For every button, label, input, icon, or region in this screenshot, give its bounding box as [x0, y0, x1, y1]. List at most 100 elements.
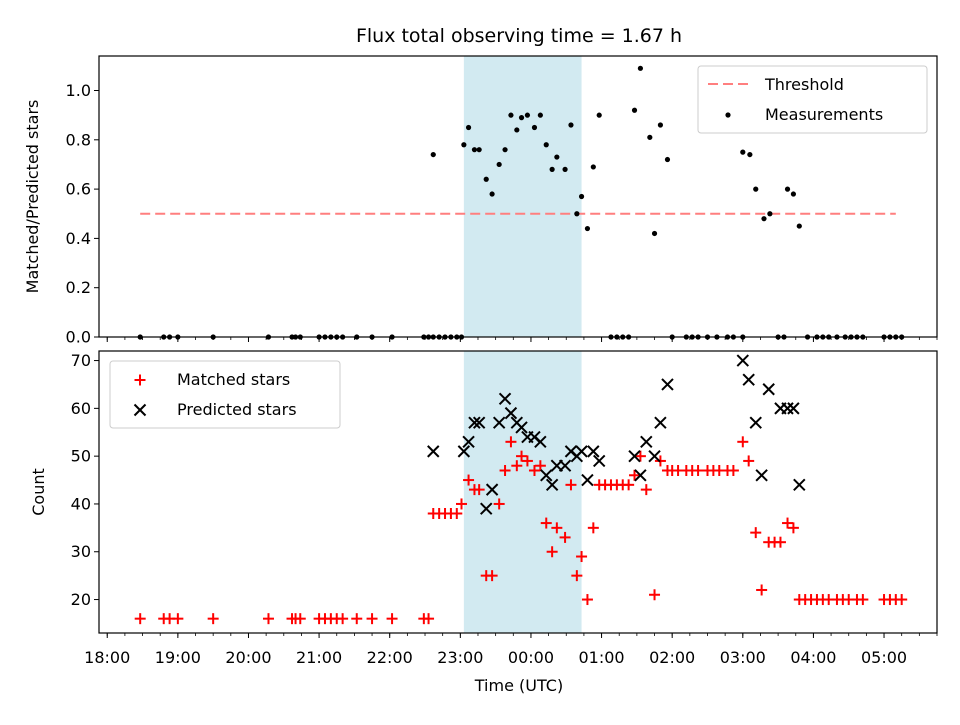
matched-star-point	[581, 594, 593, 606]
matched-star-point	[456, 498, 468, 510]
legend-matched-marker	[134, 374, 146, 386]
predicted-star-point	[781, 402, 794, 415]
predicted-star-point-b	[654, 416, 667, 429]
predicted-star-point	[558, 459, 572, 472]
matched-star-point	[207, 613, 219, 625]
legend-measurements-label: Measurements	[765, 105, 883, 124]
predicted-star-point-b	[492, 416, 506, 429]
predicted-star-point	[749, 416, 762, 429]
predicted-star-point-b	[793, 478, 806, 492]
measurement-point	[549, 166, 555, 172]
matched-star-point	[463, 474, 475, 486]
legend-predicted-label: Predicted stars	[177, 400, 297, 419]
predicted-star-point-b	[628, 449, 641, 463]
measurement-point	[518, 115, 525, 121]
matched-star-point	[559, 531, 571, 543]
measurement-point	[502, 147, 508, 153]
x-tick-label: 18:00	[84, 648, 130, 667]
measurement-point	[796, 223, 802, 229]
matched-star-point	[727, 464, 739, 476]
predicted-star-point-b	[457, 445, 471, 458]
predicted-star-point	[755, 469, 768, 482]
matched-stars-points	[134, 436, 908, 625]
predicted-star-point-b	[640, 435, 653, 449]
matched-star-point	[750, 527, 762, 539]
predicted-star-point-b	[593, 454, 606, 468]
top-ytick-label: 1.0	[66, 81, 91, 100]
measurement-point	[590, 164, 596, 170]
predicted-star-point	[480, 502, 493, 515]
predicted-star-point-b	[581, 473, 594, 487]
matched-star-point	[534, 460, 546, 472]
measurement-point	[524, 112, 531, 118]
matched-star-point	[366, 613, 378, 625]
bottom-ytick-label: 60	[71, 399, 91, 418]
matched-star-point	[486, 570, 498, 582]
predicted-star-point	[534, 435, 547, 449]
predicted-stars-points	[427, 354, 806, 515]
chart-title: Flux total observing time = 1.67 h	[356, 25, 682, 47]
matched-star-point	[756, 584, 768, 596]
measurement-point	[562, 166, 568, 172]
bottom-y-axis: 20 30 40 50 60 70	[71, 351, 99, 609]
predicted-star-point	[593, 454, 606, 468]
top-ytick-label: 0.8	[66, 130, 91, 149]
predicted-star-point-b	[755, 469, 768, 482]
predicted-star-point	[504, 406, 518, 420]
legend-matched-swatch	[134, 374, 146, 386]
bottom-axes-frame	[98, 350, 938, 634]
predicted-star-point	[640, 435, 653, 449]
predicted-star-point	[515, 421, 528, 434]
measurement-point	[657, 122, 664, 128]
top-ytick-label: 0.2	[66, 278, 91, 297]
bottom-ytick-label: 40	[71, 494, 91, 513]
measurement-point	[784, 186, 791, 192]
matched-star-point	[782, 517, 794, 529]
predicted-star-point-b	[480, 502, 493, 515]
measurement-point	[574, 211, 580, 217]
top-ytick-label: 0.4	[66, 229, 91, 248]
predicted-star-point	[575, 445, 588, 458]
measurement-point	[651, 230, 658, 237]
matched-star-point	[351, 613, 363, 625]
matched-star-point	[337, 613, 349, 625]
predicted-star-point	[545, 478, 559, 492]
legend-predicted-marker	[133, 403, 147, 417]
predicted-star-point-b	[540, 469, 553, 482]
predicted-star-point	[793, 478, 806, 492]
predicted-star-point	[540, 469, 553, 482]
bottom-legend: Matched stars Predicted stars	[109, 360, 341, 429]
measurement-point	[631, 107, 638, 113]
measurement-point	[514, 127, 520, 133]
matched-star-point	[551, 522, 563, 534]
measurement-point	[489, 191, 495, 197]
measurement-point	[647, 134, 653, 140]
bottom-ytick-label: 50	[71, 447, 91, 466]
measurement-point	[761, 216, 767, 222]
top-y-axis-label: Matched/Predicted stars	[23, 100, 42, 294]
predicted-star-point-b	[545, 478, 559, 492]
bottom-shaded-interval	[463, 351, 582, 633]
measurement-point	[753, 186, 759, 192]
x-tick-label: 20:00	[225, 648, 271, 667]
x-tick-label: 05:00	[861, 648, 907, 667]
bottom-panel: 20 30 40 50 60 70 18:00 19:00 20:00 21:00 22:00 23…	[29, 350, 938, 695]
predicted-star-point-b	[661, 378, 674, 391]
measurement-point	[537, 112, 543, 118]
predicted-star-point-b	[781, 402, 794, 415]
predicted-star-point-b	[468, 416, 481, 429]
x-tick-label: 23:00	[437, 648, 483, 667]
predicted-star-point-b	[485, 483, 499, 496]
top-legend-box	[697, 65, 928, 134]
predicted-star-point-b	[762, 383, 775, 396]
predicted-star-point-b	[587, 445, 600, 458]
matched-star-point	[571, 570, 583, 582]
x-axis-label: Time (UTC)	[474, 676, 563, 695]
matched-star-point	[134, 613, 146, 625]
measurement-point	[637, 65, 644, 71]
measurement-point	[584, 225, 591, 232]
matched-star-point	[505, 436, 517, 448]
bottom-x-axis: 18:00 19:00 20:00 21:00 22:00 23:00 00:00 01:00…	[84, 633, 938, 667]
x-tick-label: 22:00	[367, 648, 413, 667]
matched-star-point	[565, 479, 577, 491]
